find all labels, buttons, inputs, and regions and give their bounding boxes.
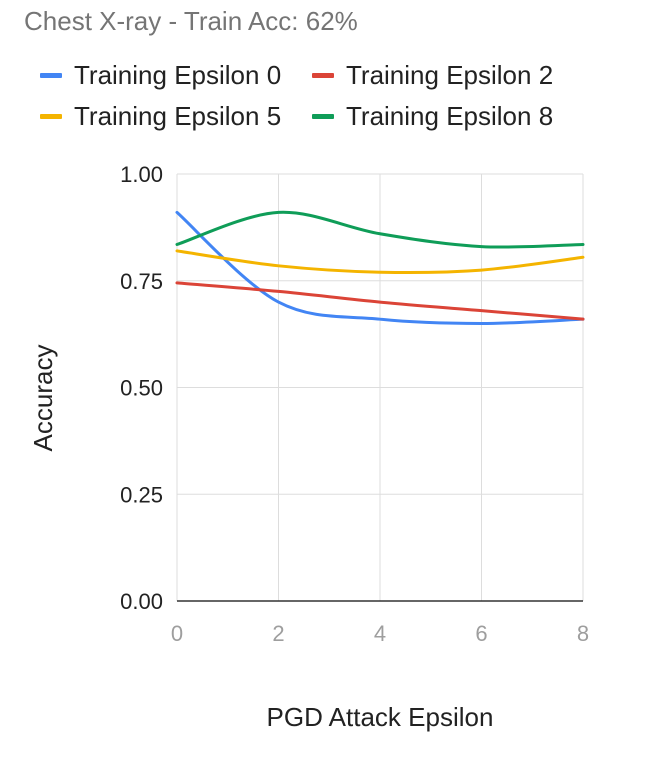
series-line-3[interactable] [175,210,585,249]
y-axis-title: Accuracy [28,345,58,452]
series-line-0[interactable] [175,210,585,325]
legend-label-series-2: Training Epsilon 5 [74,101,282,131]
y-tick-label: 0.50 [120,376,163,401]
legend-label-series-1: Training Epsilon 2 [346,60,554,90]
legend-item-series-0[interactable]: Training Epsilon 0 [40,60,281,91]
legend-swatch-series-1 [312,73,334,78]
y-tick-label: 0.75 [120,269,163,294]
series-line-2[interactable] [175,249,585,275]
chart-title: Chest X-ray - Train Acc: 62% [24,6,358,36]
legend-item-series-2[interactable]: Training Epsilon 5 [40,101,281,132]
x-tick-label: 4 [374,621,386,646]
y-tick-label: 1.00 [120,162,163,187]
tick-labels: 0.00 0.25 0.50 0.75 1.00 0 2 4 6 8 [120,162,589,646]
x-tick-label: 6 [475,621,487,646]
legend-item-series-3[interactable]: Training Epsilon 8 [312,101,553,132]
x-tick-label: 2 [272,621,284,646]
x-axis-title: PGD Attack Epsilon [267,702,494,732]
y-tick-label: 0.00 [120,589,163,614]
x-tick-label: 8 [577,621,589,646]
x-tick-label: 0 [171,621,183,646]
y-tick-label: 0.25 [120,482,163,507]
legend-label-series-3: Training Epsilon 8 [346,101,554,131]
grid [176,173,584,601]
legend-swatch-series-0 [40,73,62,78]
series-line-1[interactable] [175,281,585,321]
legend-label-series-0: Training Epsilon 0 [74,60,282,90]
series-lines [175,210,585,325]
legend-swatch-series-2 [40,114,62,119]
legend-item-series-1[interactable]: Training Epsilon 2 [312,60,553,91]
legend-swatch-series-3 [312,114,334,119]
